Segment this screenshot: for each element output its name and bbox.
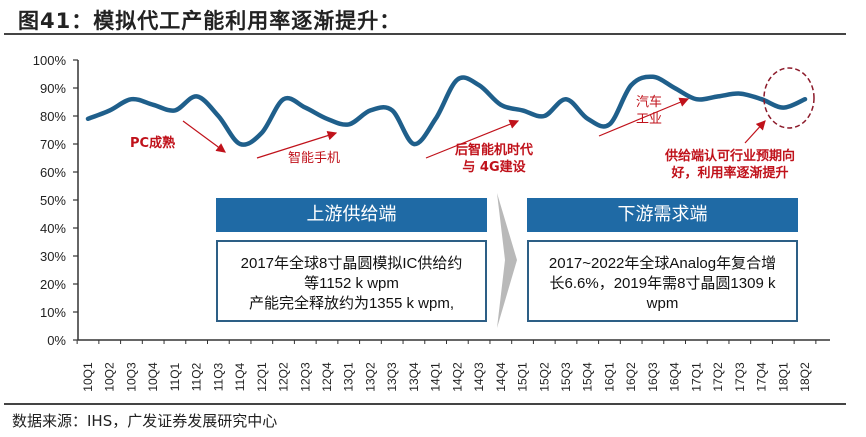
arrow-4g xyxy=(425,119,520,159)
x-tick-label: 12Q4 xyxy=(320,362,334,392)
annotation-smartphone: 智能手机 xyxy=(288,151,341,166)
x-tick-label: 17Q3 xyxy=(733,362,747,392)
footer-divider xyxy=(4,403,846,405)
x-tick-label: 15Q2 xyxy=(537,362,551,392)
annotation-line: 工业 xyxy=(636,112,663,127)
y-tick-label: 20% xyxy=(40,277,66,292)
x-tick-label: 12Q2 xyxy=(277,362,291,392)
x-tick-label: 17Q4 xyxy=(755,362,769,392)
upstream-panel: 2017年全球8寸晶圆模拟IC供给约 等1152 k wpm 产能完全释放约为1… xyxy=(216,240,487,322)
annotation-pc: PC成熟 xyxy=(130,136,176,151)
x-tick-label: 15Q3 xyxy=(559,362,573,392)
panel-line: 2017~2022年全球Analog年复合增 xyxy=(548,255,777,272)
arrow-pc xyxy=(182,120,226,153)
x-tick-label: 13Q2 xyxy=(363,362,377,392)
x-tick-label: 13Q3 xyxy=(385,362,399,392)
title-divider xyxy=(4,33,846,35)
x-tick-label: 14Q4 xyxy=(494,362,508,392)
utilization-line xyxy=(85,74,808,147)
x-tick-label: 15Q4 xyxy=(581,362,595,392)
x-tick-label: 14Q1 xyxy=(429,362,443,392)
y-tick-label: 80% xyxy=(40,109,66,124)
x-tick-label: 13Q1 xyxy=(342,362,356,392)
source-note: 数据来源：IHS，广发证券发展研究中心 xyxy=(12,412,278,430)
y-tick-label: 10% xyxy=(40,305,66,320)
x-tick-label: 16Q4 xyxy=(668,362,682,392)
x-tick-label: 12Q3 xyxy=(298,362,312,392)
downstream-header: 下游需求端 xyxy=(527,198,798,232)
y-tick-label: 40% xyxy=(40,221,66,236)
x-tick-label: 18Q1 xyxy=(776,362,790,392)
y-tick-label: 30% xyxy=(40,249,66,264)
x-tick-label: 18Q2 xyxy=(798,362,812,392)
annotation-line: 与 4G建设 xyxy=(462,160,526,175)
y-tick-label: 70% xyxy=(40,137,66,152)
arrow-auto xyxy=(598,97,690,137)
highlight-circle xyxy=(763,67,815,129)
x-tick-label: 11Q1 xyxy=(168,362,182,391)
panel-line: wpm xyxy=(646,295,679,312)
y-tick-label: 0% xyxy=(47,333,66,348)
x-tick-label: 12Q1 xyxy=(255,362,269,392)
chevron-arrow-icon xyxy=(497,193,517,328)
upstream-header: 上游供给端 xyxy=(216,198,487,232)
x-tick-label: 10Q3 xyxy=(124,362,138,392)
y-tick-label: 100% xyxy=(33,53,67,68)
panel-line: 产能完全释放约为1355 k wpm, xyxy=(248,295,455,312)
panel-line: 长6.6%，2019年需8寸晶圆1309 k xyxy=(549,275,776,292)
annotation-auto: 汽车 工业 xyxy=(636,94,662,128)
x-tick-label: 16Q3 xyxy=(646,362,660,392)
annotation-line: 汽车 xyxy=(636,95,663,110)
y-tick-label: 90% xyxy=(40,81,66,96)
x-tick-label: 16Q2 xyxy=(624,362,638,392)
annotation-line: 后智能机时代 xyxy=(455,143,534,158)
x-tick-label: 10Q1 xyxy=(81,362,95,392)
x-tick-label: 11Q4 xyxy=(233,362,247,391)
x-tick-label: 16Q1 xyxy=(602,362,616,392)
annotation-line: 好，利用率逐渐提升 xyxy=(671,166,789,181)
x-tick-label: 17Q1 xyxy=(689,362,703,392)
arrow-smartphone xyxy=(256,130,338,159)
x-tick-label: 17Q2 xyxy=(711,362,725,392)
annotation-supply: 供给端认可行业预期向 好，利用率逐渐提升 xyxy=(665,148,795,182)
annotation-arrows xyxy=(182,67,815,159)
y-tick-label: 60% xyxy=(40,165,66,180)
x-tick-label: 10Q2 xyxy=(103,362,117,392)
panel-line: 等1152 k wpm xyxy=(304,275,399,292)
x-tick-label: 15Q1 xyxy=(516,362,530,392)
figure-title: 图41：模拟代工产能利用率逐渐提升： xyxy=(18,9,402,33)
annotation-post-smartphone: 后智能机时代 与 4G建设 xyxy=(455,142,533,176)
x-tick-label: 10Q4 xyxy=(146,362,160,392)
x-tick-label: 11Q3 xyxy=(211,362,225,391)
x-tick-label: 14Q3 xyxy=(472,362,486,392)
y-tick-label: 50% xyxy=(40,193,66,208)
x-tick-label: 11Q2 xyxy=(190,362,204,391)
downstream-panel: 2017~2022年全球Analog年复合增 长6.6%，2019年需8寸晶圆1… xyxy=(527,240,798,322)
x-tick-label: 13Q4 xyxy=(407,362,421,392)
annotation-line: 供给端认可行业预期向 xyxy=(665,149,796,164)
panel-line: 2017年全球8寸晶圆模拟IC供给约 xyxy=(240,255,463,272)
x-tick-label: 14Q2 xyxy=(450,362,464,392)
arrow-supply xyxy=(744,120,766,144)
